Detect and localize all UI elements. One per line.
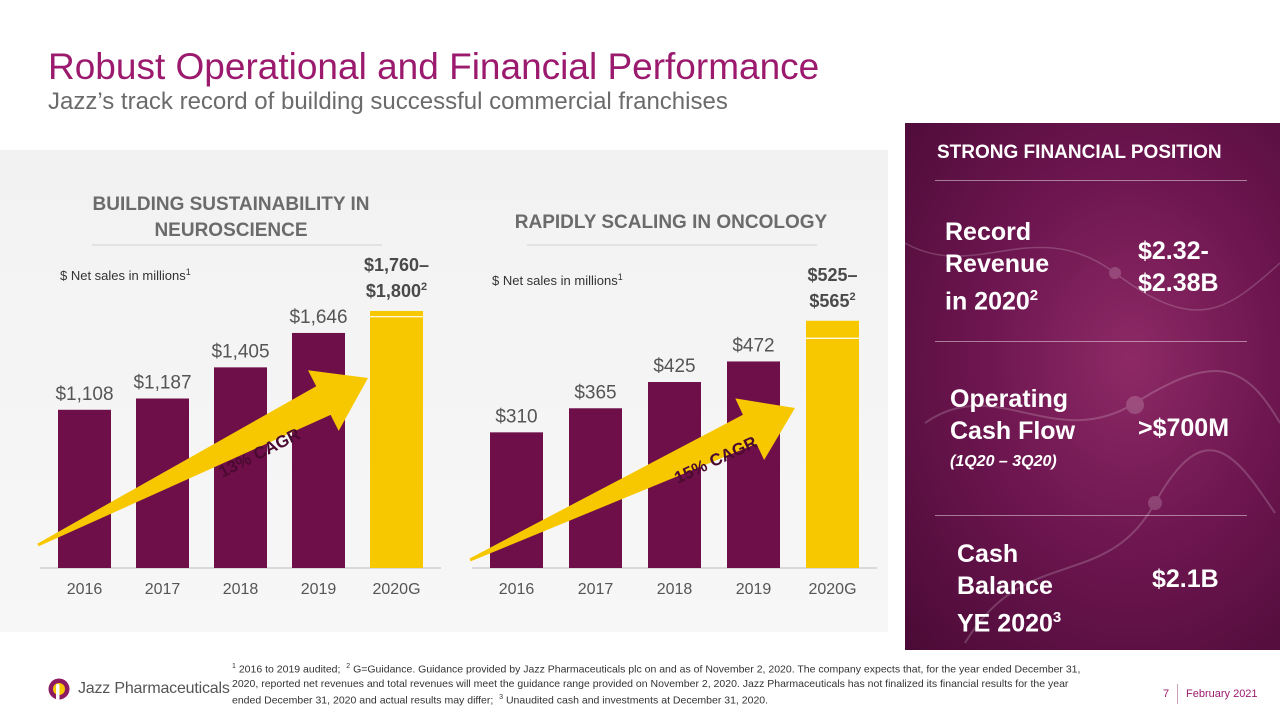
- oncology-tick-2016: 2016: [499, 581, 535, 598]
- network-texture: [905, 242, 1280, 644]
- cash-balance-value: $2.1B: [1152, 565, 1219, 593]
- neuro-tick-2018: 2018: [223, 581, 259, 598]
- oncology-guidance-label-line1: $525–: [807, 265, 857, 285]
- oncology-guidance-label-line2: $5652: [809, 291, 855, 311]
- oncology-tick-2017: 2017: [578, 581, 614, 598]
- neuro-bar-2020G: [370, 310, 423, 568]
- neuro-data-label-2017: $1,187: [133, 372, 191, 393]
- neuro-chart-title-line1: BUILDING SUSTAINABILITY IN: [93, 194, 370, 215]
- neuro-cagr-arrow: [37, 370, 369, 547]
- slide-subtitle: Jazz’s track record of building successf…: [48, 88, 728, 115]
- oncology-tick-2020G: 2020G: [808, 581, 856, 598]
- oncology-data-label-2017: $365: [574, 382, 616, 403]
- financial-heading: STRONG FINANCIAL POSITION: [937, 142, 1222, 163]
- footer-date: February 2021: [1186, 688, 1258, 700]
- page-separator: [1177, 684, 1178, 704]
- neuro-data-label-2019: $1,646: [289, 307, 347, 328]
- record-revenue-label: Record Revenue in 20202: [945, 218, 1050, 316]
- oncology-cagr-arrow: [469, 398, 795, 562]
- oncology-chart-marks: $310 2016 $365 2017 $425 2018 $472 2019 $525– $56…: [469, 265, 877, 598]
- neuro-axis-note: $ Net sales in millions1: [60, 267, 191, 283]
- page-number: 7: [1163, 688, 1170, 700]
- neuro-tick-2020G: 2020G: [372, 581, 420, 598]
- rule-3: [935, 515, 1247, 516]
- oncology-bar-2019: [727, 361, 780, 568]
- operating-cash-flow-value: >$700M: [1138, 414, 1230, 442]
- neuro-data-label-2016: $1,108: [55, 384, 113, 405]
- neuro-tick-2017: 2017: [145, 581, 181, 598]
- logo-text: Jazz Pharmaceuticals: [78, 680, 230, 697]
- oncology-data-label-2019: $472: [732, 335, 774, 356]
- neuro-bar-2018: [214, 367, 267, 568]
- neuro-guidance-label-line2: $1,8002: [366, 281, 427, 301]
- record-revenue-value: $2.32- $2.38B: [1138, 237, 1219, 297]
- neuro-bar-2016: [58, 409, 111, 568]
- oncology-tick-2018: 2018: [657, 581, 693, 598]
- neuro-guidance-label-line1: $1,760–: [364, 255, 429, 275]
- slide-title: Robust Operational and Financial Perform…: [48, 46, 820, 87]
- footnotes: 1 2016 to 2019 audited; 2 G=Guidance. Gu…: [232, 663, 1081, 706]
- oncology-axis-note: $ Net sales in millions1: [492, 272, 623, 288]
- oncology-chart-title: RAPIDLY SCALING IN ONCOLOGY: [515, 212, 828, 233]
- neuro-data-label-2018: $1,405: [211, 341, 269, 362]
- oncology-data-label-2016: $310: [495, 406, 537, 427]
- operating-cash-flow-label: Operating Cash Flow (1Q20 – 3Q20): [950, 385, 1076, 470]
- rule-2: [935, 341, 1247, 342]
- neuro-chart-marks: $1,108 2016 $1,187 2017 $1,405 2018 $1,646 2019…: [37, 255, 441, 598]
- oncology-tick-2019: 2019: [736, 581, 772, 598]
- neuro-chart-title-line2: NEUROSCIENCE: [154, 220, 307, 241]
- neuro-tick-2016: 2016: [67, 581, 103, 598]
- charts-svg: BUILDING SUSTAINABILITY IN NEUROSCIENCE …: [37, 194, 877, 598]
- rule-1: [935, 180, 1247, 181]
- cash-balance-label: Cash Balance YE 20203: [957, 540, 1062, 638]
- neuro-tick-2019: 2019: [301, 581, 337, 598]
- financial-position-panel: STRONG FINANCIAL POSITION Record Revenue…: [905, 123, 1280, 650]
- neuro-bar-2019: [292, 332, 345, 568]
- oncology-data-label-2018: $425: [653, 356, 695, 377]
- oncology-bar-2020G: [806, 320, 859, 568]
- company-logo: Jazz Pharmaceuticals: [48, 676, 230, 702]
- jazz-logo-icon: [48, 678, 70, 700]
